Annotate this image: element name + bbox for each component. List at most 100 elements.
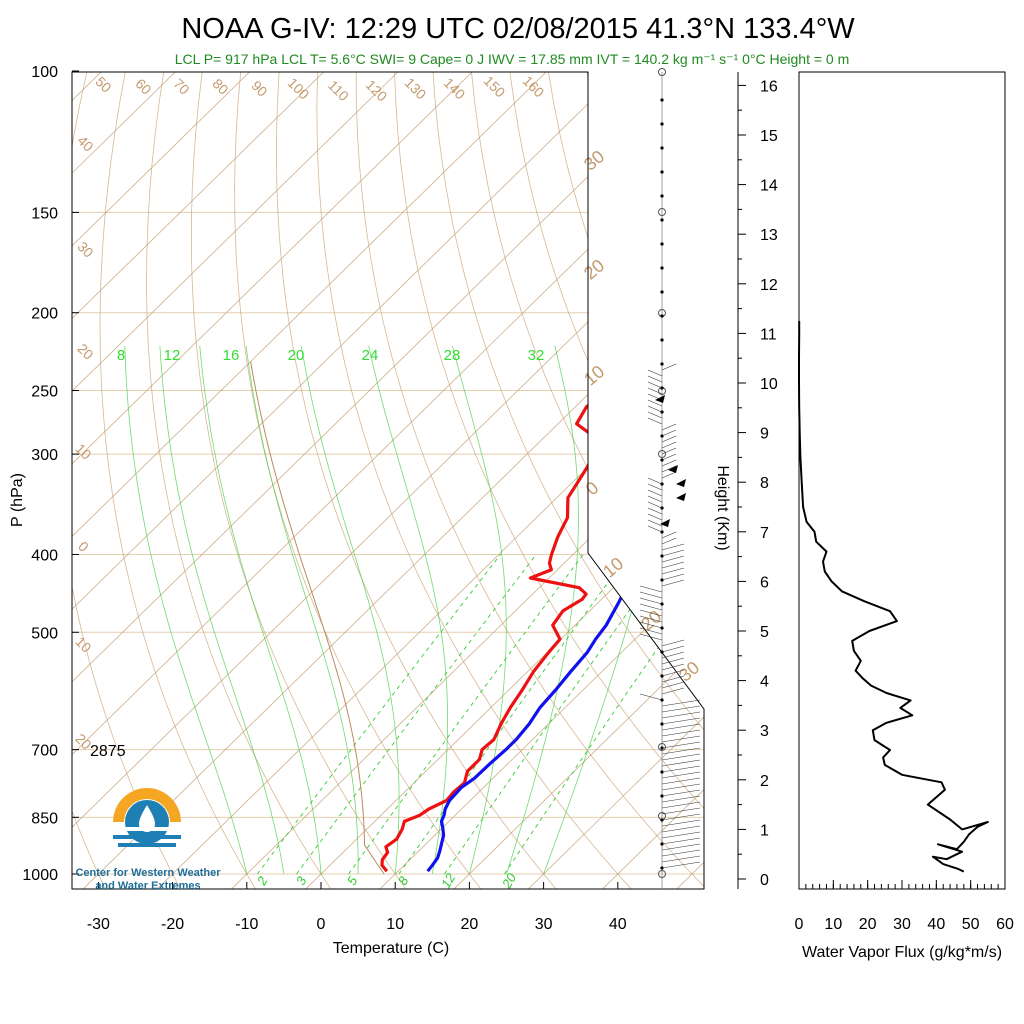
isotherm-line — [72, 72, 511, 889]
dry-adiabat-label: 90 — [248, 77, 270, 99]
dry-adiabat-line — [542, 72, 704, 889]
dry-adiabat-line — [804, 34, 1024, 891]
wind-barb — [661, 543, 685, 551]
dry-adiabat-label: 80 — [209, 75, 231, 97]
dry-adiabat-line — [879, 34, 1024, 891]
isotherm-line — [72, 72, 704, 889]
mixing-ratio-label: 20 — [498, 870, 519, 892]
dry-adiabat-line — [580, 72, 704, 889]
flux-profile-line — [798, 321, 989, 873]
wind-barb — [639, 591, 663, 599]
wind-barb — [661, 471, 677, 479]
wind-dot — [660, 242, 664, 246]
y-axis-label: P (hPa) — [9, 473, 26, 527]
wind-barb — [661, 645, 685, 653]
y-tick-label: 150 — [31, 205, 58, 222]
wind-barb — [647, 525, 663, 533]
mixing-ratio-line — [398, 554, 629, 875]
wind-dot — [660, 362, 664, 366]
mixing-ratio-label: 8 — [395, 873, 412, 887]
wind-barb — [661, 771, 701, 779]
wind-barb — [647, 507, 663, 515]
wind-barb — [661, 549, 685, 557]
wind-barb — [661, 681, 685, 689]
wind-dot — [660, 146, 664, 150]
wind-barb — [647, 399, 663, 407]
mixing-ratio-label: 2 — [253, 873, 270, 888]
moist-adiabat-line — [124, 345, 248, 875]
wind-barb — [661, 663, 685, 671]
isotherm-line — [72, 72, 586, 889]
wind-pennant — [655, 395, 665, 403]
moist-adiabat-line — [452, 345, 507, 875]
height-tick-label: 4 — [760, 674, 769, 691]
wind-profile — [639, 68, 701, 889]
wind-barb — [661, 435, 677, 443]
dry-adiabat-label: 110 — [325, 77, 352, 104]
moist-adiabat-label: 32 — [528, 347, 545, 364]
isotherm-label: 20 — [580, 255, 608, 283]
dry-adiabat-line — [72, 72, 182, 889]
moist-adiabat-line — [300, 345, 400, 875]
wind-pennant — [660, 519, 670, 527]
wind-barb — [639, 603, 663, 611]
x-tick-label: 20 — [461, 916, 479, 933]
wind-barb — [661, 747, 701, 755]
isotherm-line — [377, 72, 704, 889]
wind-barb — [661, 855, 701, 863]
wind-barb — [661, 843, 701, 851]
isotherm-line — [674, 72, 704, 889]
isotherm-line — [451, 72, 704, 889]
dry-adiabat-line — [146, 72, 333, 889]
dry-adiabat-line — [316, 72, 634, 889]
wind-barb — [647, 387, 663, 395]
moist-adiabat-label: 8 — [117, 347, 125, 364]
wind-barb — [647, 417, 663, 425]
isotherm-line — [80, 72, 704, 889]
height-annotation: 2875 — [90, 743, 126, 760]
dry-adiabat-line — [505, 72, 704, 889]
wind-barb — [661, 723, 701, 731]
calm-wind-circle — [658, 68, 666, 76]
height-tick-label: 0 — [760, 872, 769, 889]
height-tick-label: 10 — [760, 376, 778, 393]
wind-barb — [661, 567, 685, 575]
height-tick-label: 14 — [760, 178, 778, 195]
height-tick-label: 6 — [760, 574, 769, 591]
wind-barb — [647, 381, 663, 389]
height-tick-label: 7 — [760, 525, 769, 542]
wind-barb — [661, 849, 701, 857]
wind-barb — [639, 615, 663, 623]
parcel-path — [250, 361, 385, 875]
height-tick-label: 9 — [760, 426, 769, 443]
dry-adiabat-line — [234, 72, 483, 889]
flux-x-tick-label: 30 — [893, 916, 911, 933]
flux-x-tick-label: 0 — [795, 916, 804, 933]
wind-barb — [661, 765, 701, 773]
height-axis-label: Height (Km) — [714, 465, 731, 550]
isotherm-line — [72, 72, 437, 889]
wind-dot — [660, 314, 664, 318]
calm-wind-circle — [658, 208, 666, 216]
wind-barb — [647, 477, 663, 485]
chart-title: NOAA G-IV: 12:29 UTC 02/08/2015 41.3°N 1… — [181, 13, 855, 45]
isotherm-line — [229, 72, 704, 889]
wind-barb — [661, 657, 685, 665]
wind-barb — [639, 621, 663, 629]
wind-barb — [661, 753, 701, 761]
calm-wind-circle — [658, 870, 666, 878]
wind-barb — [661, 639, 685, 647]
x-tick-label: -30 — [87, 916, 110, 933]
dry-adiabat-line — [842, 34, 1024, 891]
calm-wind-circle — [658, 450, 666, 458]
wind-barb — [661, 531, 677, 539]
height-tick-label: 3 — [760, 723, 769, 740]
wind-barb — [647, 501, 663, 509]
y-tick-label: 300 — [31, 447, 58, 464]
isotherm-label: 0 — [582, 478, 603, 500]
wind-barb — [661, 699, 701, 707]
wind-barb — [639, 585, 663, 593]
y-tick-label: 1000 — [22, 867, 58, 884]
dry-adiabat-line — [654, 72, 704, 889]
